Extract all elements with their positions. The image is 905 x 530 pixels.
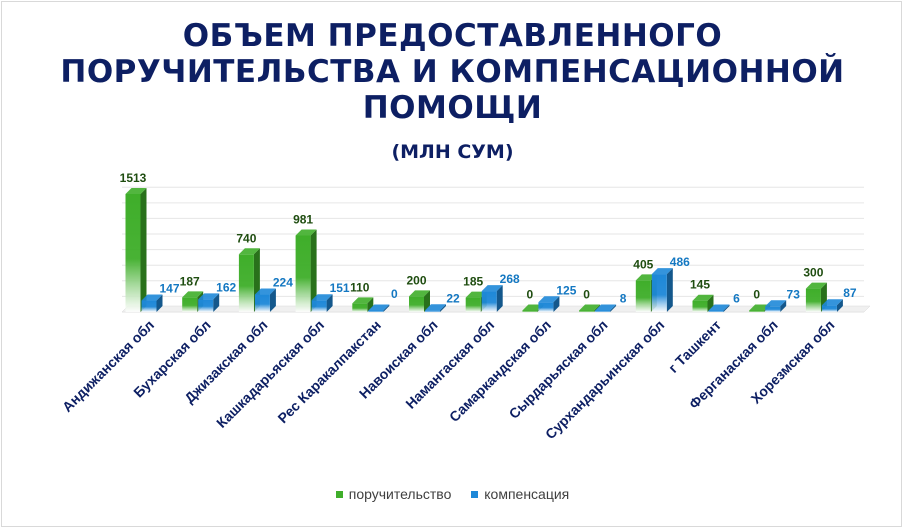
bar-compensation [311,294,333,312]
legend-label-guarantee: поручительство [348,486,452,502]
category-label: Сырдарьяская обл [506,317,611,422]
bar-guarantee [805,282,827,312]
bar-guarantee [295,229,317,312]
bar-compensation [821,299,843,312]
value-label: 486 [670,255,690,269]
value-label: 268 [500,272,520,286]
value-label: 981 [293,212,313,226]
value-label: 0 [527,288,534,302]
value-label: 187 [180,274,200,288]
value-label: 6 [733,292,740,306]
bar-compensation [198,293,220,312]
value-label: 162 [216,280,236,294]
legend-swatch-guarantee [335,491,343,498]
value-label: 73 [787,287,801,301]
bar-guarantee [692,294,714,312]
value-label: 0 [753,288,760,302]
bar-compensation [708,304,730,312]
value-label: 145 [690,278,710,292]
value-label: 147 [159,282,179,296]
bar-compensation [481,285,503,312]
bar-compensation [425,304,446,312]
value-label: 740 [236,231,256,245]
legend-label-compensation: компенсация [484,486,570,502]
value-label: 87 [843,286,857,300]
value-label: 405 [633,257,653,271]
bar-guarantee [409,290,430,312]
category-label: Кашкадарьяская обл [213,317,327,431]
value-label: 125 [556,283,576,297]
bar-guarantee [352,297,374,312]
chart-subtitle: (МЛН СУМ) [391,141,514,163]
value-label: 0 [583,288,590,302]
value-label: 22 [446,291,460,305]
bar-compensation [141,294,163,312]
legend-item-compensation: компенсация [471,486,569,502]
chart-title: ОБЪЕМ ПРЕДОСТАВЛЕННОГО ПОРУЧИТЕЛЬСТВА И … [0,18,905,126]
value-label: 151 [330,281,350,295]
bar-compensation [651,268,673,312]
value-label: 300 [803,266,823,280]
legend-item-guarantee: поручительство [335,486,452,502]
bar-compensation [765,300,787,312]
value-label: 185 [463,275,483,289]
category-label: Андижанская обл [59,317,157,415]
category-label: Самаркандская обл [446,317,554,425]
value-label: 224 [273,276,293,290]
value-label: 8 [620,292,627,306]
bar-compensation [368,304,390,312]
value-label: 1513 [120,171,147,185]
category-label: Рес Каракалпакстан [274,317,383,426]
value-label: 110 [350,280,370,294]
title-line-1: ОБЪЕМ ПРЕДОСТАВЛЕННОГО [182,18,723,54]
category-label: г Ташкент [665,317,724,376]
bar-compensation [254,288,276,312]
category-label: Сурхандарьинская обл [542,317,667,442]
legend: поручительство компенсация [0,486,905,502]
value-label: 0 [391,287,398,301]
title-line-3: ПОМОЩИ [362,90,543,126]
legend-swatch-compensation [471,491,479,498]
title-line-2: ПОРУЧИТЕЛЬСТВА И КОМПЕНСАЦИОННОЙ [60,54,845,90]
value-label: 200 [406,273,426,287]
bar-guarantee [125,188,147,312]
bar-compensation [595,304,617,312]
bar-compensation [538,296,560,312]
